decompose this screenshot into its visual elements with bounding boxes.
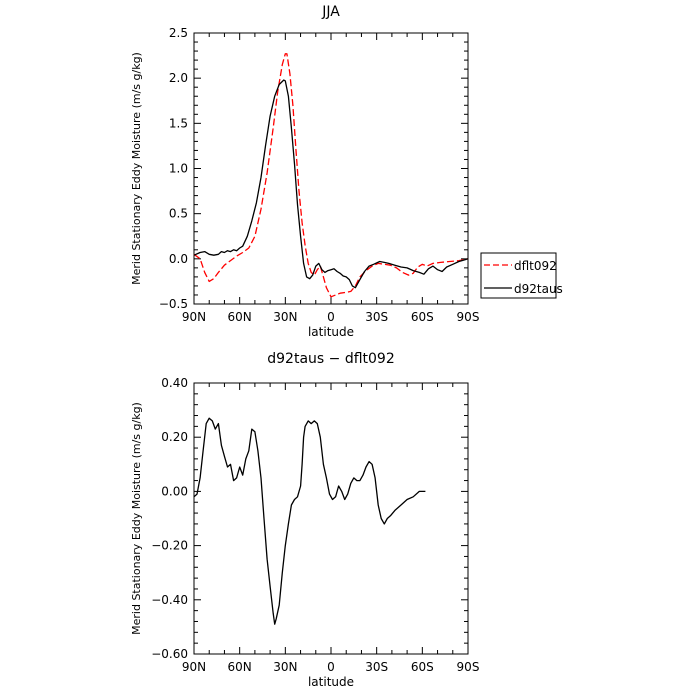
y-tick-label: −0.20 (151, 539, 188, 553)
series-line-series-0 (193, 417, 426, 625)
x-tick-label: 60N (228, 660, 252, 674)
series-line-d92taus (193, 79, 469, 289)
legend-label-d92taus: d92taus (514, 282, 563, 296)
y-tick-label: 0.00 (161, 484, 188, 498)
x-tick-label: 30S (365, 660, 388, 674)
y-tick-label: 0.20 (161, 430, 188, 444)
x-axis-title: latitude (308, 325, 354, 339)
y-tick-label: −0.60 (151, 647, 188, 661)
x-tick-label: 90N (182, 310, 206, 324)
legend-box (480, 252, 557, 299)
y-tick-label: 2.0 (169, 71, 188, 85)
y-axis-title: Merid Stationary Eddy Moisture (m/s g/kg… (130, 52, 143, 285)
legend: dflt092 d92taus (480, 252, 563, 299)
y-tick-label: 2.5 (169, 26, 188, 40)
x-tick-label: 90S (457, 660, 480, 674)
panel-2-title: d92taus − dflt092 (267, 351, 394, 367)
x-tick-label: 90N (182, 660, 206, 674)
y-tick-label: 1.5 (169, 116, 188, 130)
plot-frame (193, 32, 469, 305)
y-tick-label: 1.0 (169, 162, 188, 176)
x-axis-title: latitude (308, 675, 354, 689)
y-tick-label: −0.5 (159, 297, 188, 311)
y-tick-label: 0.0 (169, 252, 188, 266)
legend-label-dflt092: dflt092 (514, 259, 557, 273)
x-tick-label: 30N (273, 660, 297, 674)
x-tick-label: 60N (228, 310, 252, 324)
x-tick-label: 90S (457, 310, 480, 324)
x-tick-label: 60S (411, 310, 434, 324)
panel-1-plot: 90N 60N 30N 0 30S 60S 90S 2.5 2.0 1.5 1.0 0.5 0.0 −0.… (130, 26, 479, 339)
y-tick-label: 0.40 (161, 376, 188, 390)
x-tick-label: 30S (365, 310, 388, 324)
y-axis-title: Merid Stationary Eddy Moisture (m/s g/kg… (130, 402, 143, 635)
panel-1-title: JJA (321, 4, 340, 20)
x-tick-label: 60S (411, 660, 434, 674)
x-tick-label: 0 (327, 310, 335, 324)
y-tick-label: 0.5 (169, 207, 188, 221)
x-tick-label: 30N (273, 310, 297, 324)
x-tick-label: 0 (327, 660, 335, 674)
y-tick-label: −0.40 (151, 593, 188, 607)
plot-frame (193, 382, 469, 655)
series-line-dflt092 (193, 53, 469, 298)
panel-2-plot: 90N 60N 30N 0 30S 60S 90S 0.40 0.20 0.00 −0.20 −0.4… (130, 376, 479, 689)
